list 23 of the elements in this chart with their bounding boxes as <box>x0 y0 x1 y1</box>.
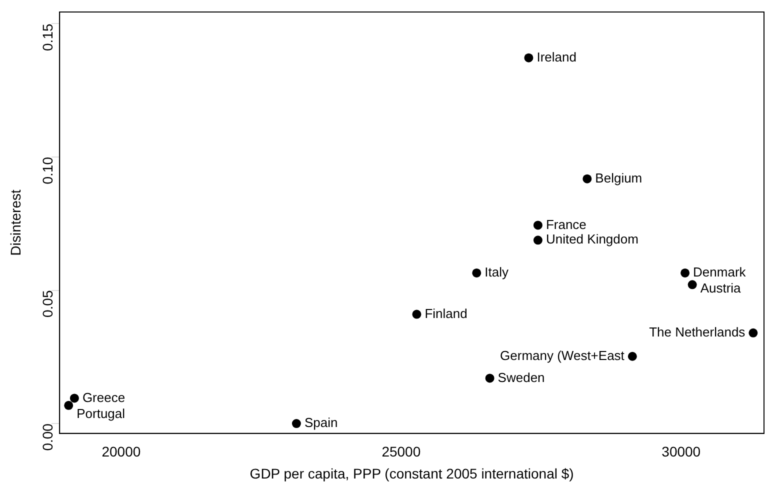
annotation: Belgium <box>595 170 642 186</box>
annotation: Italy <box>484 264 509 280</box>
y-tick-label: 0.05 <box>39 290 56 318</box>
annotation: Sweden <box>498 370 545 385</box>
x-axis-title: GDP per capita, PPP (constant 2005 international $) <box>250 465 574 482</box>
annotation: France <box>546 216 586 232</box>
annotation: Denmark <box>693 264 746 280</box>
annotation: Spain <box>304 415 338 430</box>
annotation: Greece <box>82 390 126 405</box>
annotation: Finland <box>424 306 468 321</box>
annotation: United Kingdom <box>546 232 638 247</box>
y-tick-label: 0.10 <box>39 156 56 184</box>
annotation: The Netherlands <box>649 324 746 340</box>
x-tick-label: 25000 <box>382 444 421 460</box>
y-axis-title: Disinterest <box>7 190 24 256</box>
annotation: Austria <box>700 280 742 296</box>
x-tick-label: 30000 <box>662 444 701 460</box>
y-tick-label: 0.15 <box>39 24 56 51</box>
annotation: Portugal <box>76 406 126 421</box>
y-tick-label: 0.00 <box>39 423 56 451</box>
x-tick-label: 20000 <box>102 444 141 460</box>
annotation: Ireland <box>536 49 576 64</box>
annotation: Germany (West+East <box>500 348 625 363</box>
